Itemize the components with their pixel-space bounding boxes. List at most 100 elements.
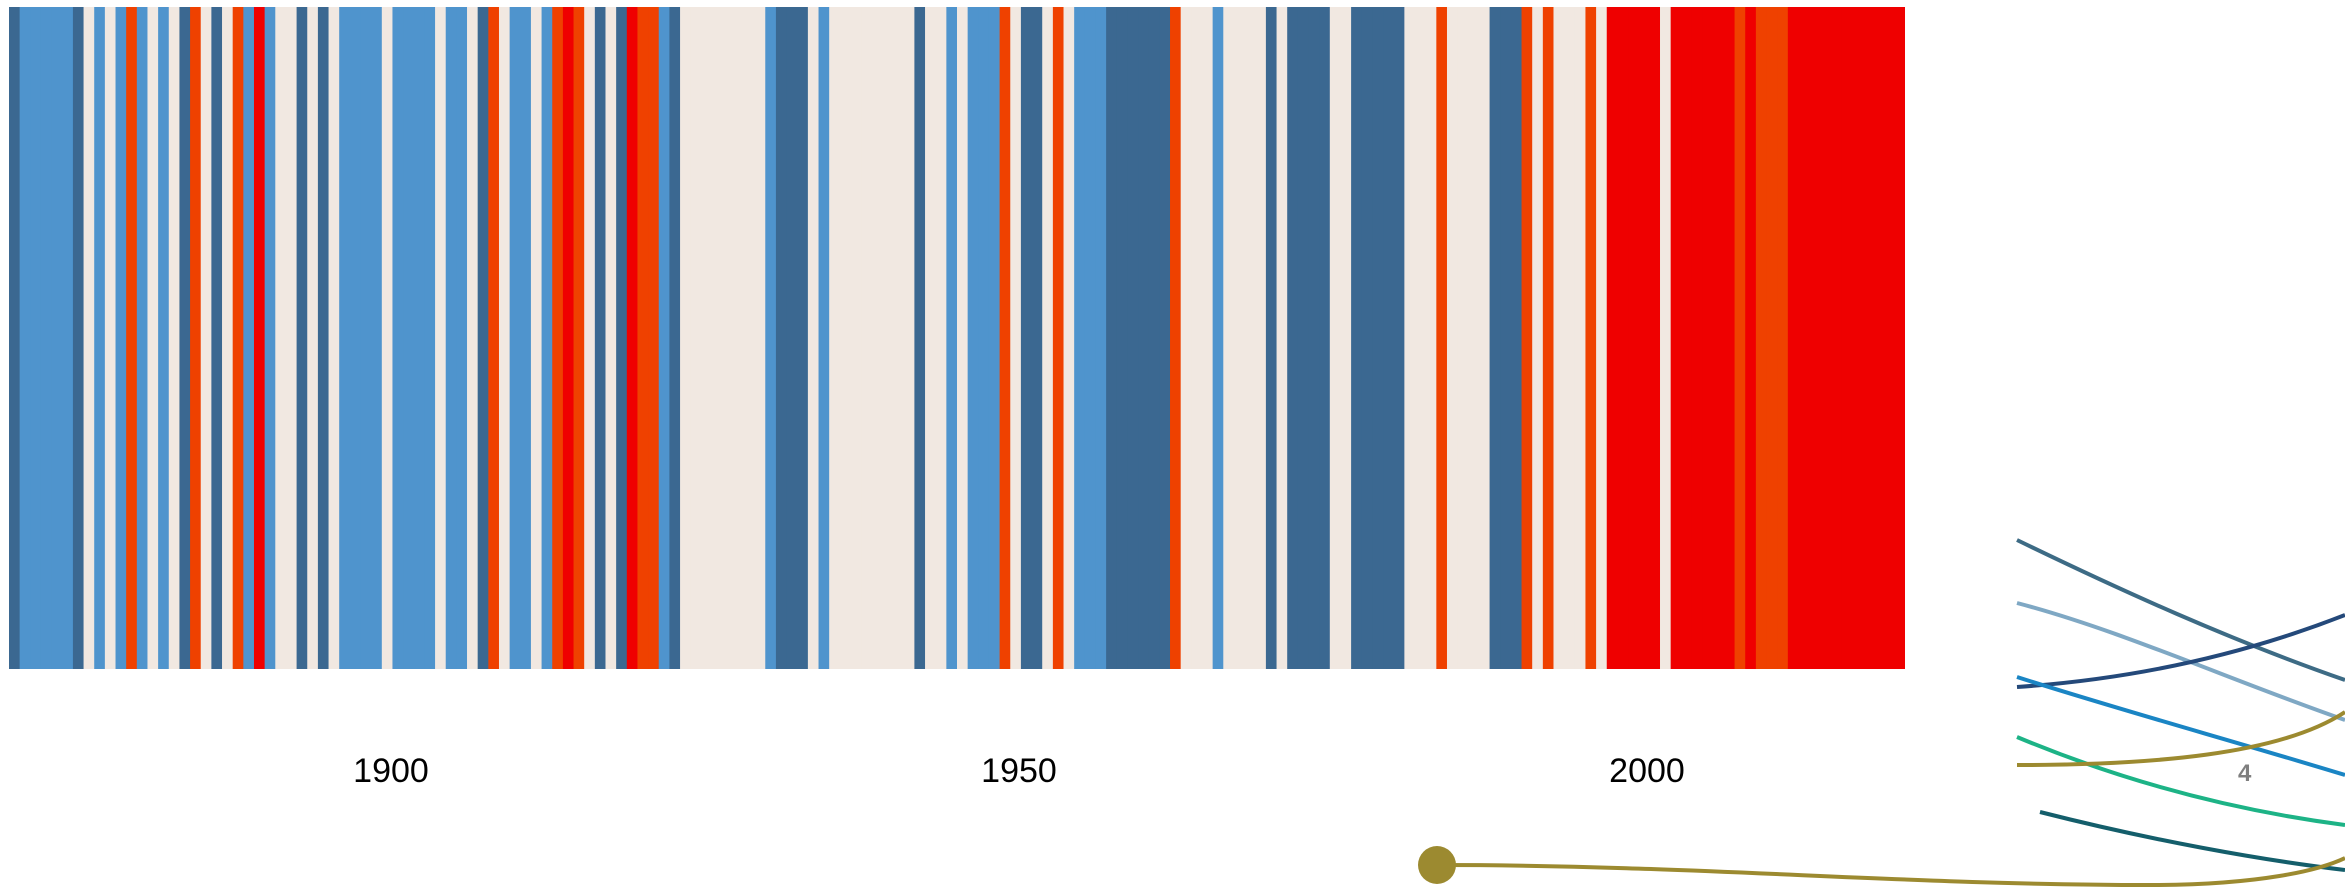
stripe-1965 bbox=[1020, 7, 1033, 669]
stripe-1915 bbox=[488, 7, 500, 669]
stripe-1935 bbox=[701, 7, 713, 669]
stripe-1971 bbox=[1084, 7, 1097, 669]
stripe-1992 bbox=[1308, 7, 1320, 669]
stripe-2019 bbox=[1596, 7, 1608, 669]
stripe-1964 bbox=[1010, 7, 1022, 669]
stripe-2016 bbox=[1564, 7, 1576, 669]
stripe-1904 bbox=[371, 7, 383, 669]
stripe-1884 bbox=[158, 7, 170, 669]
stripe-1963 bbox=[999, 7, 1011, 669]
stripe-1942 bbox=[775, 7, 788, 669]
stripe-1925 bbox=[594, 7, 607, 669]
stripe-1912 bbox=[456, 7, 468, 669]
stripe-1887 bbox=[190, 7, 202, 669]
stripe-2041 bbox=[1830, 7, 1842, 669]
stripe-1982 bbox=[1201, 7, 1214, 669]
stripe-2013 bbox=[1532, 7, 1544, 669]
climate-stripes-chart bbox=[9, 7, 1905, 669]
stripe-2004 bbox=[1436, 7, 1448, 669]
x-tick-1900: 1900 bbox=[353, 752, 429, 790]
stripe-1916 bbox=[498, 7, 511, 669]
stripe-1969 bbox=[1063, 7, 1075, 669]
stripe-1933 bbox=[680, 7, 692, 669]
stripe-1907 bbox=[403, 7, 415, 669]
stripe-1922 bbox=[562, 7, 575, 669]
stripe-2021 bbox=[1617, 7, 1629, 669]
stripe-1890 bbox=[222, 7, 234, 669]
stripe-2022 bbox=[1628, 7, 1640, 669]
stripe-2018 bbox=[1585, 7, 1597, 669]
stripe-1950 bbox=[861, 7, 873, 669]
stripe-1995 bbox=[1340, 7, 1352, 669]
stripe-1946 bbox=[818, 7, 830, 669]
stripe-1898 bbox=[307, 7, 319, 669]
stripe-2030 bbox=[1713, 7, 1725, 669]
stripe-1927 bbox=[616, 7, 628, 669]
stripe-1951 bbox=[871, 7, 884, 669]
stripe-2038 bbox=[1798, 7, 1810, 669]
decorative-curve bbox=[2039, 810, 2345, 872]
decorative-curve bbox=[2016, 675, 2345, 777]
stripe-2031 bbox=[1723, 7, 1736, 669]
stripe-2005 bbox=[1446, 7, 1459, 669]
stripe-2015 bbox=[1553, 7, 1565, 669]
stripe-1899 bbox=[317, 7, 330, 669]
stripe-2037 bbox=[1787, 7, 1800, 669]
stripe-1918 bbox=[520, 7, 532, 669]
stripe-2044 bbox=[1862, 7, 1874, 669]
stripe-1949 bbox=[850, 7, 862, 669]
stripe-1968 bbox=[1052, 7, 1065, 669]
stripe-1931 bbox=[658, 7, 670, 669]
stripe-2012 bbox=[1521, 7, 1533, 669]
stripe-1878 bbox=[94, 7, 106, 669]
stripe-2039 bbox=[1809, 7, 1821, 669]
stripe-1945 bbox=[807, 7, 820, 669]
stripe-1999 bbox=[1383, 7, 1395, 669]
stripe-1893 bbox=[253, 7, 266, 669]
stripe-1871 bbox=[19, 7, 31, 669]
stripe-1970 bbox=[1074, 7, 1086, 669]
stripe-2035 bbox=[1766, 7, 1778, 669]
stripe-1941 bbox=[765, 7, 777, 669]
stripe-2027 bbox=[1681, 7, 1693, 669]
stripe-1960 bbox=[967, 7, 979, 669]
stripe-1895 bbox=[275, 7, 287, 669]
stripe-1877 bbox=[83, 7, 95, 669]
stripe-1947 bbox=[829, 7, 841, 669]
stripe-1926 bbox=[605, 7, 617, 669]
stripe-1943 bbox=[786, 7, 798, 669]
decorative-curve bbox=[2016, 601, 2345, 722]
stripe-1953 bbox=[893, 7, 905, 669]
stripe-2000 bbox=[1393, 7, 1405, 669]
stripe-2042 bbox=[1841, 7, 1853, 669]
stripe-1979 bbox=[1170, 7, 1182, 669]
stripe-2023 bbox=[1638, 7, 1650, 669]
stripe-1939 bbox=[743, 7, 756, 669]
stripe-1973 bbox=[1106, 7, 1118, 669]
stripe-1957 bbox=[935, 7, 947, 669]
stripe-2033 bbox=[1745, 7, 1757, 669]
stripe-1996 bbox=[1351, 7, 1363, 669]
stripe-1910 bbox=[435, 7, 447, 669]
stripe-1929 bbox=[637, 7, 649, 669]
stripe-1883 bbox=[147, 7, 159, 669]
stripe-1872 bbox=[30, 7, 42, 669]
stripe-1902 bbox=[349, 7, 362, 669]
stripe-1882 bbox=[136, 7, 149, 669]
x-tick-2000: 2000 bbox=[1609, 752, 1685, 790]
stripe-1990 bbox=[1287, 7, 1299, 669]
stripe-1983 bbox=[1212, 7, 1224, 669]
stripe-1978 bbox=[1159, 7, 1171, 669]
stripe-1874 bbox=[51, 7, 63, 669]
stripe-2026 bbox=[1670, 7, 1682, 669]
stripe-2040 bbox=[1819, 7, 1832, 669]
stripe-2045 bbox=[1873, 7, 1885, 669]
stripe-1909 bbox=[424, 7, 436, 669]
stripe-2043 bbox=[1851, 7, 1863, 669]
stripe-1981 bbox=[1191, 7, 1203, 669]
stripe-1972 bbox=[1095, 7, 1107, 669]
stripe-2007 bbox=[1468, 7, 1480, 669]
stripe-1908 bbox=[413, 7, 426, 669]
stripe-1913 bbox=[467, 7, 479, 669]
stripe-2009 bbox=[1489, 7, 1501, 669]
